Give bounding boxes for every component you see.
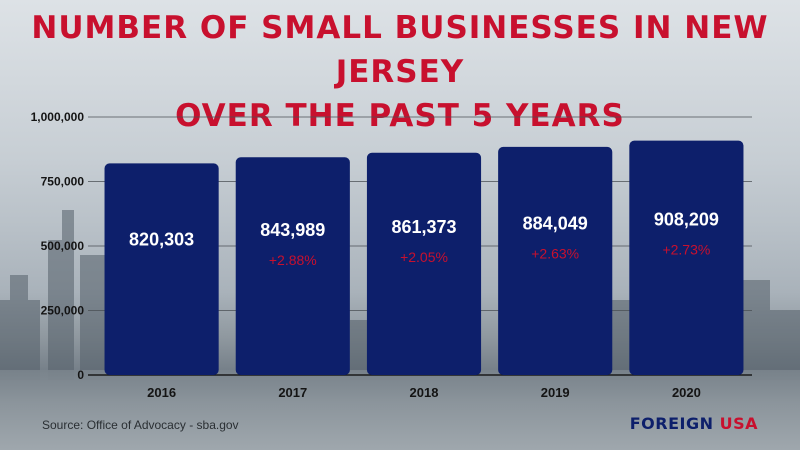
- bar: [235, 157, 350, 375]
- bar-change-label: +2.88%: [269, 252, 317, 268]
- bar-value-label: 908,209: [654, 209, 719, 229]
- x-tick-label: 2016: [147, 385, 176, 400]
- title-line-1: NUMBER OF SMALL BUSINESSES IN NEW JERSEY: [31, 10, 769, 90]
- water-foreground: [0, 370, 800, 450]
- bar-value-label: 843,989: [260, 220, 325, 240]
- chart-title: NUMBER OF SMALL BUSINESSES IN NEW JERSEY…: [0, 6, 800, 138]
- brand-part-2: USA: [719, 414, 758, 433]
- bar-change-label: +2.05%: [400, 249, 448, 265]
- bar: [104, 163, 219, 375]
- bar-value-label: 861,373: [391, 217, 456, 237]
- x-tick-label: 2018: [410, 385, 439, 400]
- x-tick-label: 2017: [278, 385, 307, 400]
- bar-value-label: 820,303: [129, 230, 194, 250]
- source-note: Source: Office of Advocacy - sba.gov: [42, 418, 239, 432]
- y-tick-label: 0: [77, 368, 84, 382]
- brand-logo: FOREIGN USA: [630, 414, 758, 433]
- bar-change-label: +2.73%: [662, 241, 710, 257]
- title-line-2: OVER THE PAST 5 YEARS: [175, 98, 625, 134]
- x-tick-label: 2019: [541, 385, 570, 400]
- x-tick-label: 2020: [672, 385, 701, 400]
- bar-change-label: +2.63%: [531, 245, 579, 261]
- y-tick-label: 500,000: [41, 239, 85, 253]
- y-tick-label: 750,000: [41, 175, 85, 189]
- y-tick-label: 1,000,000: [31, 110, 85, 124]
- bar: [629, 140, 744, 375]
- bar-value-label: 884,049: [523, 213, 588, 233]
- bar: [366, 152, 482, 375]
- brand-part-1: FOREIGN: [629, 414, 714, 433]
- bar: [498, 146, 613, 375]
- y-tick-label: 250,000: [41, 304, 85, 318]
